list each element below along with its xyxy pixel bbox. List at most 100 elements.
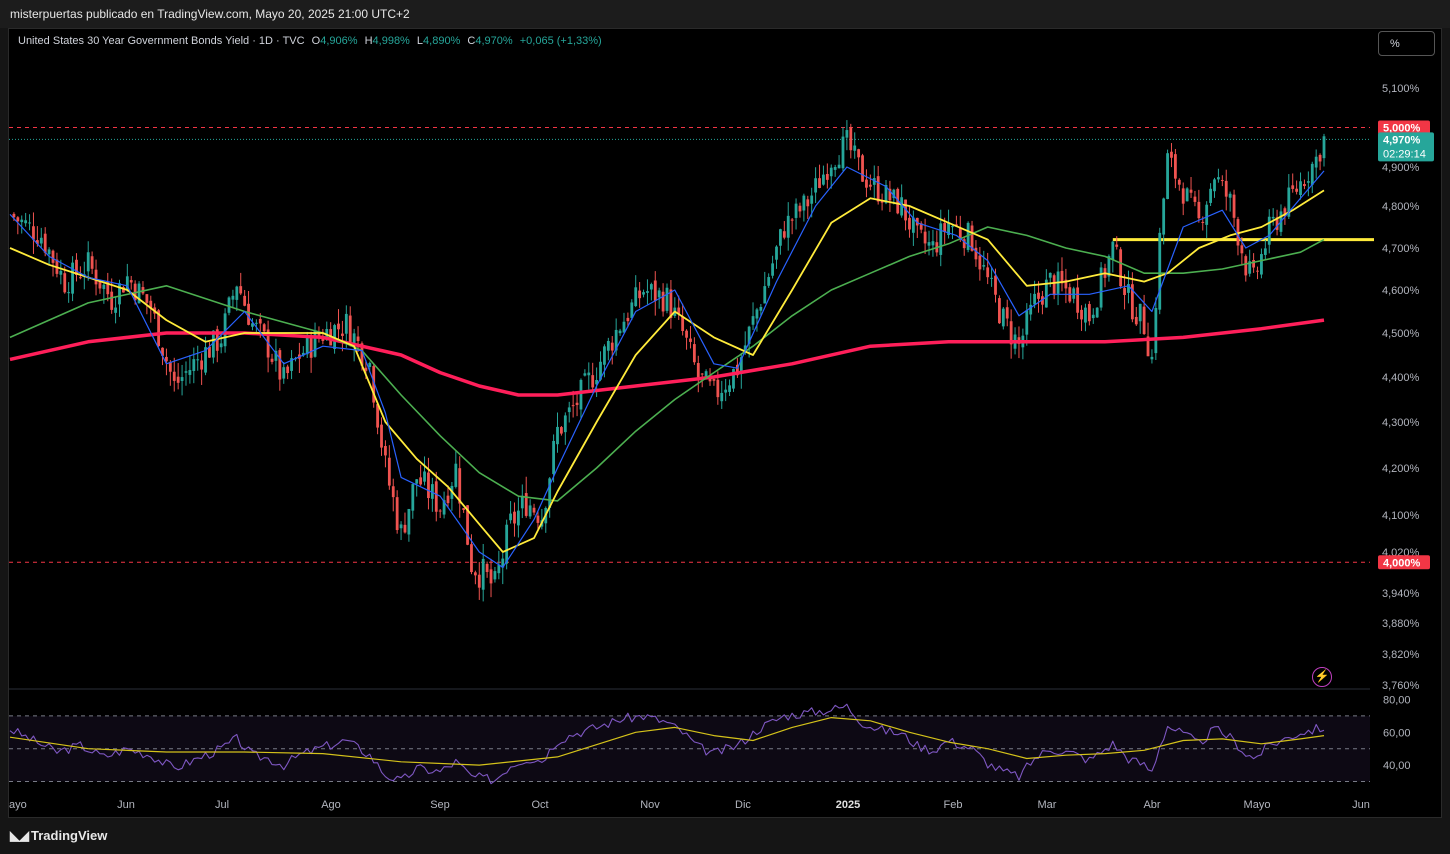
candle-body: [59, 270, 63, 275]
candle-body: [1299, 181, 1302, 195]
candle-body: [172, 371, 176, 381]
candle-body: [970, 225, 974, 251]
candle-body: [125, 276, 129, 290]
candle-body: [837, 164, 841, 169]
candle: [188, 355, 192, 384]
candle-body: [1142, 306, 1146, 335]
candle: [1271, 208, 1275, 226]
candle: [1197, 189, 1201, 223]
price-axis-tick: 5,100%: [1382, 83, 1420, 95]
candle-body: [434, 481, 438, 512]
candle: [1134, 306, 1138, 326]
candle-body: [161, 347, 164, 356]
candle: [790, 217, 794, 235]
candle-body: [825, 173, 829, 180]
candle: [681, 303, 685, 336]
candle-body: [118, 283, 121, 305]
candle: [1291, 173, 1295, 193]
candle: [391, 478, 395, 512]
candle-body: [1177, 179, 1181, 185]
candle: [231, 289, 235, 308]
candle-body: [1025, 310, 1029, 335]
candle-body: [1185, 188, 1189, 202]
rsi-axis-tick: 60,00: [1383, 727, 1411, 739]
candle: [1127, 270, 1130, 304]
candle: [387, 445, 391, 490]
candle-body: [681, 316, 685, 331]
candle-body: [790, 219, 794, 221]
candle: [172, 357, 176, 392]
close-value: 4,970%: [475, 35, 513, 47]
candle: [720, 380, 724, 409]
candle-body: [387, 457, 391, 486]
candle-body: [724, 389, 728, 393]
candle-body: [649, 284, 653, 290]
close-key: C: [467, 35, 476, 47]
candle-body: [348, 315, 352, 346]
time-axis-tick: Jun: [1352, 799, 1370, 811]
candle-body: [20, 219, 24, 223]
candle-body: [32, 226, 35, 240]
candle: [606, 337, 610, 361]
candle-body: [689, 338, 692, 342]
candle-body: [67, 292, 71, 294]
candle: [86, 241, 90, 281]
candle-body: [337, 323, 340, 330]
candle-body: [262, 324, 266, 332]
candle-body: [165, 356, 168, 362]
candle-body: [865, 179, 868, 188]
tradingview-brand[interactable]: ◣◢ TradingView: [10, 828, 107, 844]
candle: [618, 328, 622, 336]
candle: [286, 364, 290, 380]
candle: [430, 477, 434, 512]
candle-body: [806, 199, 810, 207]
symbol-title[interactable]: United States 30 Year Government Bonds Y…: [18, 35, 305, 47]
candle: [1056, 262, 1060, 306]
candle-body: [505, 524, 509, 564]
candle-body: [419, 477, 423, 485]
candle: [129, 275, 133, 290]
candle: [923, 218, 927, 254]
candle: [200, 353, 204, 385]
candle-body: [622, 321, 626, 333]
candle: [1213, 177, 1216, 198]
candle: [712, 377, 716, 386]
time-axis-tick: ayo: [9, 799, 27, 811]
candle: [75, 253, 78, 282]
time-axis-tick: Jun: [117, 799, 135, 811]
candle-body: [176, 376, 180, 383]
lightning-icon[interactable]: ⚡: [1312, 667, 1332, 687]
candle-body: [927, 242, 931, 246]
candle: [407, 508, 411, 542]
candle: [211, 330, 215, 364]
candle: [1318, 153, 1322, 171]
candle: [317, 326, 321, 343]
candle-body: [743, 345, 747, 353]
candle: [884, 179, 888, 205]
candle: [962, 237, 966, 256]
time-axis-tick: Feb: [944, 799, 963, 811]
resistance-label-bg: [1378, 120, 1430, 135]
candle-body: [1158, 232, 1162, 310]
candle-body: [157, 310, 161, 347]
candle: [180, 364, 184, 396]
candle-body: [1041, 296, 1044, 305]
chart-frame[interactable]: [8, 28, 1442, 818]
candle-body: [1107, 256, 1111, 277]
candle: [822, 165, 825, 186]
candle-body: [1173, 154, 1177, 179]
candle-body: [868, 184, 872, 187]
percent-scale-button[interactable]: %: [1378, 31, 1435, 56]
candle: [841, 127, 845, 172]
candle-body: [532, 507, 536, 513]
candle: [1283, 206, 1287, 225]
candle-body: [98, 280, 102, 289]
candle-body: [470, 544, 473, 573]
candle: [344, 305, 348, 348]
candle-body: [1209, 188, 1212, 203]
candle-body: [841, 136, 845, 169]
rsi-line: [9, 703, 1325, 785]
candle: [329, 322, 333, 346]
candle-body: [657, 290, 661, 298]
